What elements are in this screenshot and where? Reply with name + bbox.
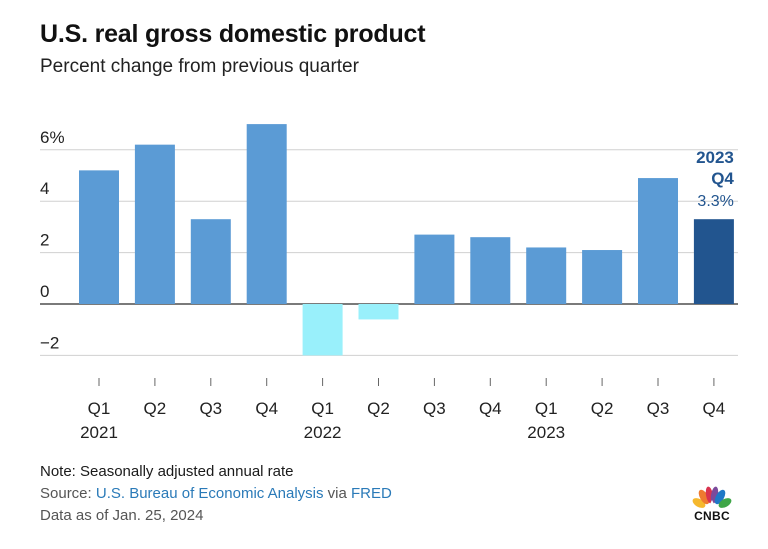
x-tick-label: Q3 bbox=[423, 399, 446, 418]
y-tick-label: 0 bbox=[40, 282, 49, 301]
x-tick-label: Q1 bbox=[311, 399, 334, 418]
bar bbox=[470, 237, 511, 304]
x-tick-label: Q1 bbox=[535, 399, 558, 418]
x-tick-label: Q2 bbox=[591, 399, 614, 418]
source-prefix: Source: bbox=[40, 485, 96, 502]
x-tick-label: Q3 bbox=[199, 399, 222, 418]
x-tick-label: Q4 bbox=[255, 399, 278, 418]
source-line: Source: U.S. Bureau of Economic Analysis… bbox=[40, 485, 392, 502]
source-mid: via bbox=[323, 485, 351, 502]
x-tick-label: Q4 bbox=[479, 399, 502, 418]
y-tick-label: 4 bbox=[40, 179, 49, 198]
x-tick-label: Q2 bbox=[144, 399, 167, 418]
data-as-of: Data as of Jan. 25, 2024 bbox=[40, 507, 204, 524]
chart-title: U.S. real gross domestic product bbox=[40, 20, 426, 48]
bar bbox=[79, 170, 119, 304]
x-tick-label: Q4 bbox=[703, 399, 726, 418]
bar bbox=[582, 250, 623, 304]
x-year-label: 2021 bbox=[80, 423, 118, 442]
bar bbox=[134, 144, 175, 304]
x-year-label: 2022 bbox=[304, 423, 342, 442]
x-tick-label: Q1 bbox=[88, 399, 111, 418]
y-tick-label: 6% bbox=[40, 128, 65, 147]
logo-wordmark: CNBC bbox=[694, 509, 730, 523]
annotation-year: 2023 bbox=[696, 148, 734, 167]
bar bbox=[693, 219, 734, 304]
x-year-label: 2023 bbox=[527, 423, 565, 442]
bar bbox=[246, 124, 287, 304]
source-link-bea[interactable]: U.S. Bureau of Economic Analysis bbox=[95, 485, 324, 502]
chart-subtitle: Percent change from previous quarter bbox=[40, 56, 359, 77]
y-tick-label: 2 bbox=[40, 231, 49, 250]
bar bbox=[638, 178, 678, 304]
source-link-fred[interactable]: FRED bbox=[351, 485, 392, 502]
bar bbox=[414, 234, 455, 304]
nbc-peacock-icon bbox=[692, 486, 732, 508]
footnote: Note: Seasonally adjusted annual rate bbox=[40, 463, 294, 480]
bar bbox=[190, 219, 231, 304]
bar bbox=[358, 304, 399, 320]
cnbc-logo: CNBC bbox=[686, 484, 738, 524]
annotation-quarter: Q4 bbox=[711, 169, 734, 188]
bar bbox=[526, 247, 567, 304]
y-tick-label: −2 bbox=[40, 333, 59, 352]
bar bbox=[302, 304, 343, 356]
data-label: 3.3% bbox=[697, 193, 733, 210]
x-tick-label: Q3 bbox=[647, 399, 670, 418]
x-tick-label: Q2 bbox=[367, 399, 390, 418]
